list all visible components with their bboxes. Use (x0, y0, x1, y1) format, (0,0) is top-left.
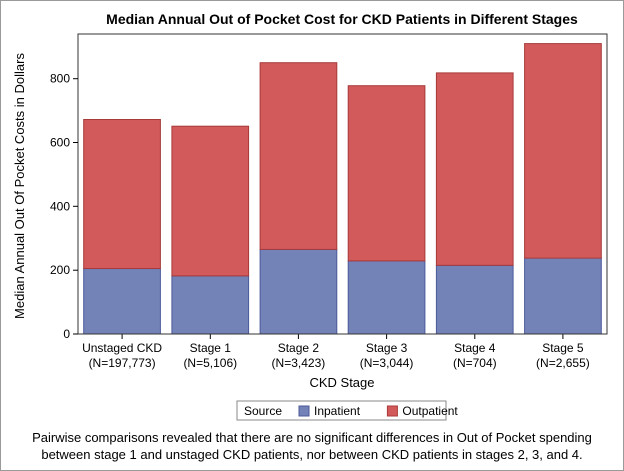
footnote: Pairwise comparisons revealed that there… (0, 429, 624, 463)
footnote-line-1: Pairwise comparisons revealed that there… (32, 430, 592, 445)
footnote-line-2: between stage 1 and unstaged CKD patient… (41, 447, 583, 462)
bar-outpatient-5 (435, 72, 514, 266)
bar-inpatient-3 (259, 248, 338, 335)
bar-inpatient-1 (83, 268, 161, 335)
x-tick-label: Unstaged CKD (82, 341, 162, 355)
bar-inpatient-4 (347, 260, 426, 335)
bar-outpatient-4 (347, 85, 426, 262)
bar-outpatient-3 (259, 62, 338, 250)
x-tick-sublabel: (N=3,423) (272, 356, 326, 370)
y-axis-label: Median Annual Out Of Pocket Costs in Dol… (12, 53, 27, 319)
y-tick-label: 200 (50, 263, 70, 277)
x-tick-label: Stage 5 (542, 341, 584, 355)
y-tick-label: 0 (63, 327, 70, 341)
x-tick-sublabel: (N=2,655) (536, 356, 590, 370)
bar-inpatient-6 (524, 257, 602, 335)
bar-inpatient-2 (171, 275, 250, 335)
legend: Source Inpatient Outpatient (236, 400, 458, 421)
plot-border (77, 33, 608, 335)
legend-swatch-inpatient (298, 405, 310, 417)
x-tick-sublabel: (N=3,044) (360, 356, 414, 370)
x-tick-label: Stage 1 (190, 341, 232, 355)
chart-title: Median Annual Out of Pocket Cost for CKD… (106, 11, 578, 27)
x-tick-label: Stage 2 (278, 341, 320, 355)
y-tick-label: 600 (50, 136, 70, 150)
x-axis-label: CKD Stage (309, 375, 374, 390)
y-tick-label: 800 (50, 72, 70, 86)
legend-label-outpatient: Outpatient (402, 404, 458, 418)
x-tick-sublabel: (N=5,106) (183, 356, 237, 370)
bar-outpatient-2 (171, 125, 250, 277)
x-tick-label: Stage 4 (454, 341, 496, 355)
legend-title: Source (244, 404, 282, 418)
legend-swatch-outpatient (386, 405, 398, 417)
legend-label-inpatient: Inpatient (314, 404, 361, 418)
bar-outpatient-1 (83, 119, 161, 269)
x-tick-sublabel: (N=704) (453, 356, 497, 370)
y-tick-label: 400 (50, 199, 70, 213)
plot-area: Unstaged CKD(N=197,773) Stage 1(N=5,106) S… (50, 33, 608, 370)
bar-outpatient-6 (524, 43, 602, 259)
bar-inpatient-5 (435, 264, 514, 335)
x-tick-label: Stage 3 (366, 341, 408, 355)
x-tick-sublabel: (N=197,773) (89, 356, 156, 370)
